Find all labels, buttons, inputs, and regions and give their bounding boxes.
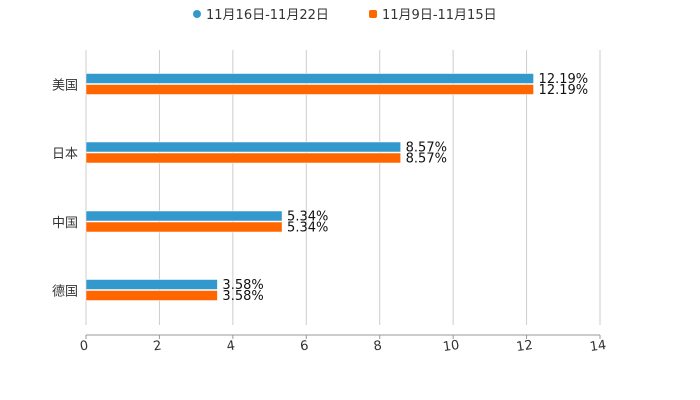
bar	[85, 73, 534, 84]
legend-marker	[193, 9, 201, 18]
legend-item-series-1[interactable]: 11月16日-11月22日	[193, 4, 329, 23]
data-label: 8.57%	[406, 152, 447, 167]
legend-label: 11月9日-11月15日	[382, 8, 497, 23]
bar	[85, 221, 283, 233]
bar	[85, 152, 401, 164]
x-tick-label: 10	[442, 338, 460, 355]
data-label: 5.34%	[287, 210, 328, 225]
bar	[85, 290, 218, 301]
legend-label: 11月16日-11月22日	[206, 8, 329, 23]
data-label: 8.57%	[406, 141, 447, 156]
data-label: 3.58%	[222, 278, 263, 293]
bar	[85, 279, 218, 290]
legend-marker	[369, 9, 377, 18]
category-label: 美国	[52, 79, 78, 94]
category-label: 德国	[52, 285, 78, 300]
x-tick-label: 8	[373, 338, 383, 354]
bar	[85, 210, 283, 222]
bar	[85, 84, 534, 95]
x-tick-label: 12	[515, 338, 533, 355]
category-label: 中国	[52, 216, 78, 231]
data-label: 12.19%	[539, 83, 589, 98]
x-tick-label: 14	[589, 338, 607, 355]
x-tick-label: 2	[152, 338, 162, 354]
x-tick-label: 4	[226, 338, 236, 354]
legend-item-series-2[interactable]: 11月9日-11月15日	[369, 4, 497, 23]
x-tick-label: 6	[299, 338, 309, 354]
data-label: 3.58%	[222, 289, 263, 304]
bar	[85, 141, 401, 153]
category-label: 日本	[52, 147, 78, 162]
data-label: 12.19%	[539, 72, 589, 87]
data-label: 5.34%	[287, 221, 328, 236]
x-tick-label: 0	[79, 338, 89, 354]
